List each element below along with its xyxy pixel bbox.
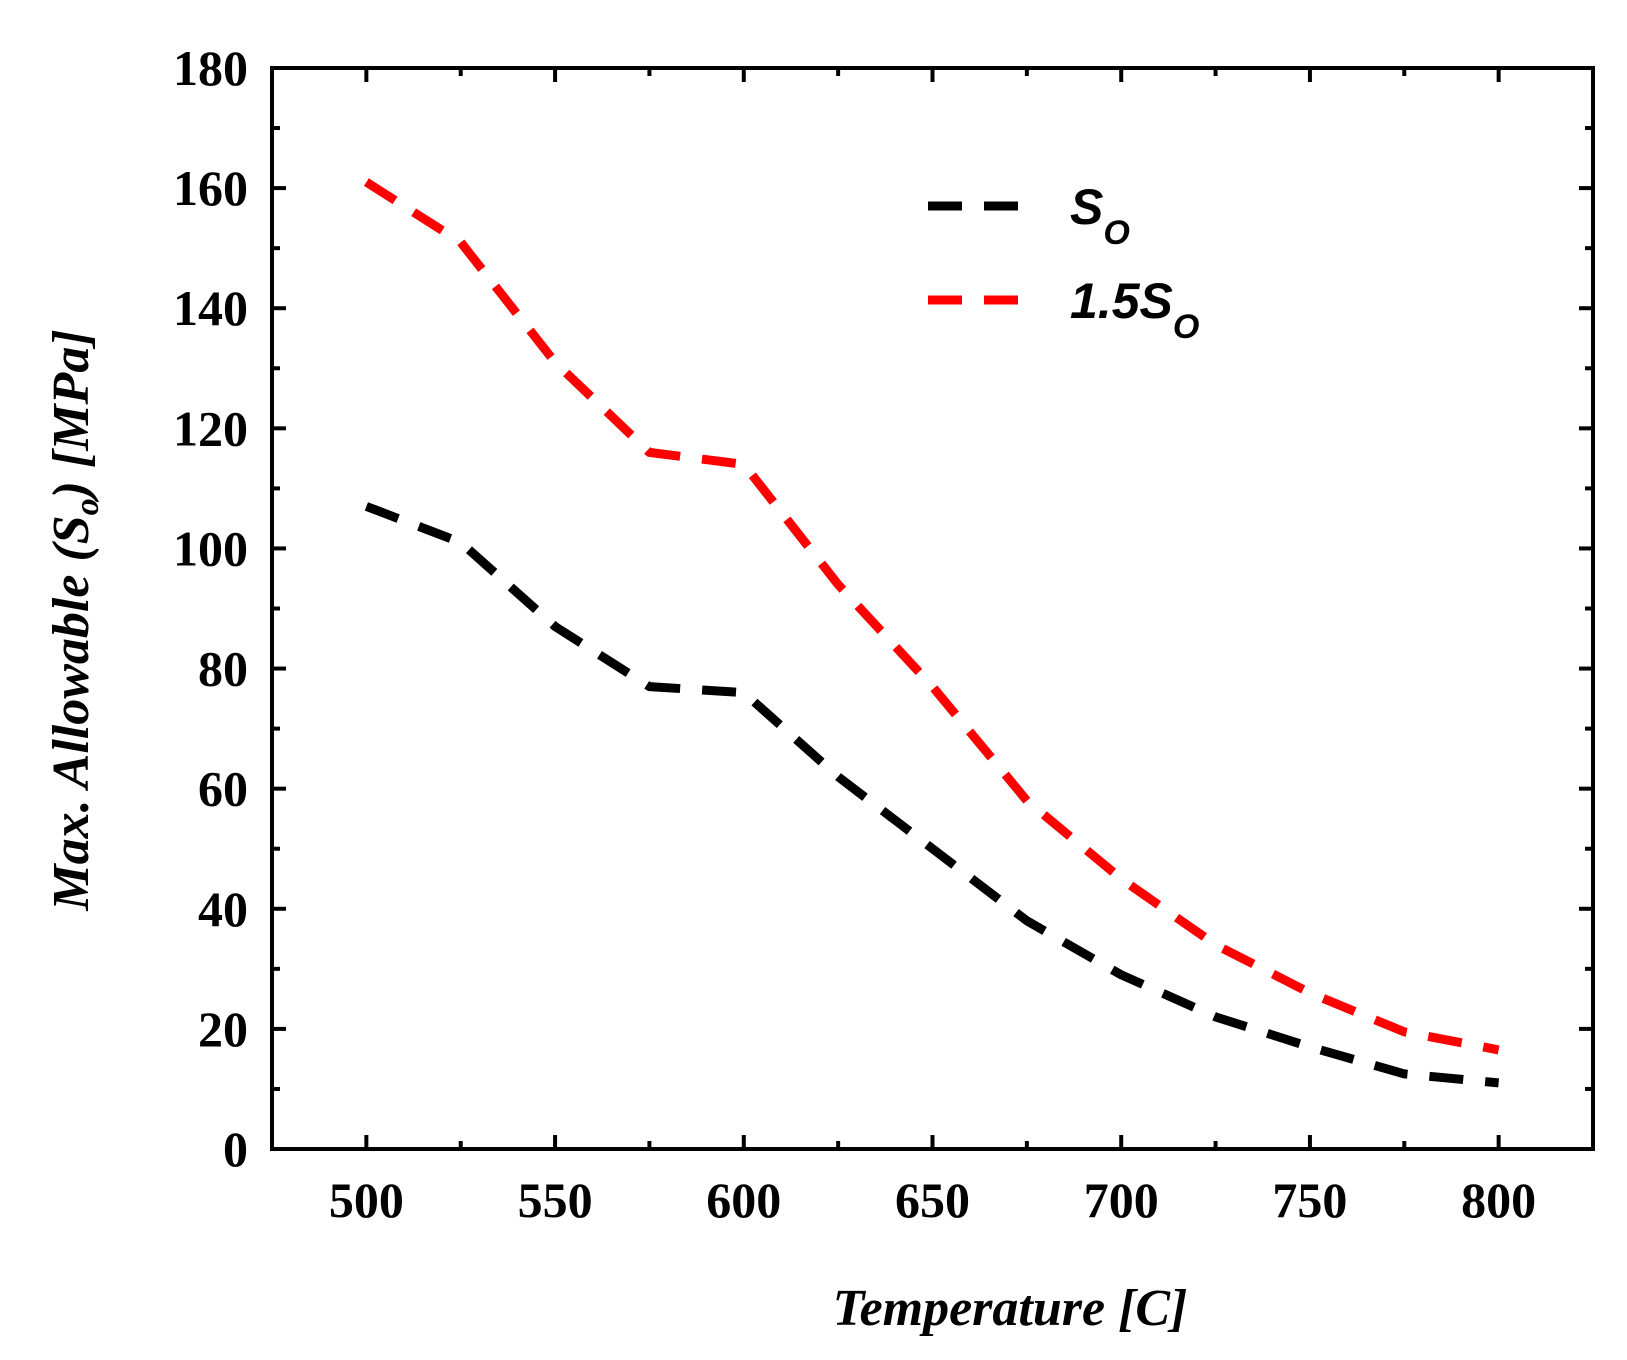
y-tick-label: 80 [198, 641, 248, 697]
tick-marks [270, 66, 1595, 1151]
y-tick-label: 120 [173, 400, 248, 456]
plot-frame [270, 66, 1595, 1151]
y-tick-label: 40 [198, 881, 248, 937]
legend-label-1: SO [1070, 179, 1130, 252]
series-layer [363, 178, 1500, 1088]
y-axis-title: Max. Allowable (So) [MPa] [43, 329, 106, 911]
legend: SO1.5SO [928, 179, 1199, 346]
x-axis-title: Temperature [C] [833, 1280, 1188, 1337]
x-tick-label: 550 [518, 1172, 593, 1228]
y-tick-label: 60 [198, 761, 248, 817]
tick-labels: 500 550 600 650 700 750 800 0 20 40 60 80 100 120 140 1… [173, 40, 1536, 1228]
legend-label-2: 1.5SO [1070, 273, 1199, 346]
x-tick-label: 650 [895, 1172, 970, 1228]
y-axis-title-sub: o [69, 498, 106, 515]
y-tick-label: 0 [223, 1121, 248, 1177]
legend-label-main: S [1070, 179, 1103, 235]
y-axis-title-tail: ) [MPa] [43, 329, 100, 502]
series-line-1 [364, 502, 1500, 1088]
y-axis-title-main: Max. Allowable (S [43, 515, 100, 911]
axes [270, 66, 1595, 1151]
legend-label-sub: O [1173, 308, 1199, 346]
series-line-2 [363, 178, 1500, 1055]
legend-label-sub: O [1103, 214, 1129, 252]
x-tick-label: 750 [1272, 1172, 1347, 1228]
legend-label-main: 1.5S [1070, 273, 1173, 329]
y-tick-label: 160 [173, 160, 248, 216]
x-tick-label: 500 [329, 1172, 404, 1228]
y-tick-label: 100 [173, 520, 248, 576]
x-tick-label: 700 [1084, 1172, 1159, 1228]
y-tick-label: 180 [173, 40, 248, 96]
x-tick-label: 600 [706, 1172, 781, 1228]
x-tick-label: 800 [1461, 1172, 1536, 1228]
y-tick-label: 20 [198, 1001, 248, 1057]
y-tick-label: 140 [173, 280, 248, 336]
